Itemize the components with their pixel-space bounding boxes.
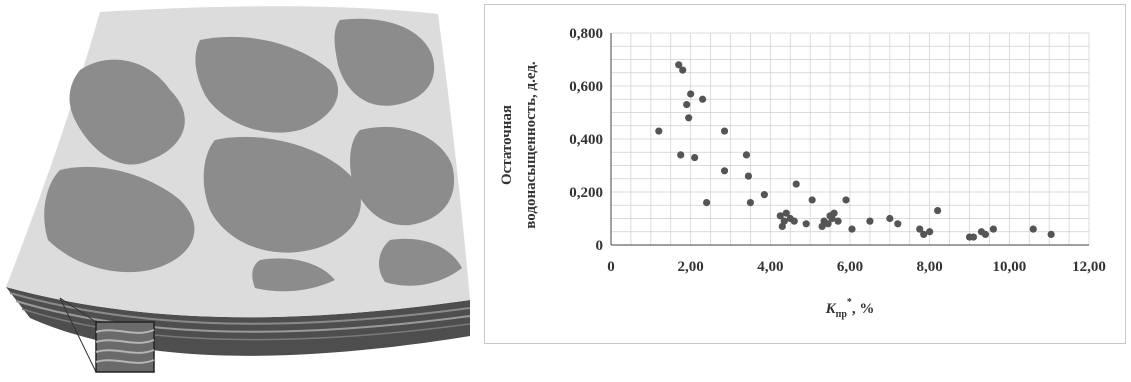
data-point xyxy=(989,225,997,233)
block-side-stripe xyxy=(9,292,470,325)
data-point xyxy=(746,199,755,207)
data-point xyxy=(802,220,810,228)
x-tick-label: 6,00 xyxy=(837,259,863,275)
data-point xyxy=(830,209,838,217)
data-point xyxy=(776,212,784,220)
data-point xyxy=(969,233,978,241)
y-tick-label: 0,400 xyxy=(569,132,603,148)
data-point xyxy=(792,180,800,188)
y-tick-label: 0 xyxy=(596,238,604,254)
x-axis-title: Kпр*, % xyxy=(825,297,875,320)
data-point xyxy=(834,217,842,225)
data-point xyxy=(848,225,856,233)
data-point xyxy=(703,199,711,207)
data-point xyxy=(1029,225,1037,233)
chart-panel: 0 2,00 4,00 6,00 8,00 10,00 12,00 0 0,200 0,400 0,… xyxy=(484,4,1126,344)
y-axis-title-line1: Остаточная xyxy=(499,105,515,185)
y-tick-label: 0,200 xyxy=(569,185,603,201)
data-point xyxy=(894,220,902,228)
data-point xyxy=(677,151,685,159)
x-tick-label: 12,00 xyxy=(1072,259,1106,275)
inset-callout-line xyxy=(59,297,97,373)
x-tick-label: 10,00 xyxy=(992,259,1026,275)
surface-patches xyxy=(44,18,462,292)
data-point xyxy=(782,209,790,217)
data-point xyxy=(866,217,874,225)
data-point xyxy=(981,230,990,238)
data-point xyxy=(916,225,924,233)
data-point xyxy=(691,153,699,162)
data-point xyxy=(760,191,768,199)
data-point xyxy=(790,217,798,225)
data-point xyxy=(679,66,687,74)
y-tick-label: 0,600 xyxy=(569,79,603,95)
x-tick-label: 0 xyxy=(607,259,615,275)
y-axis-title-line2: водонасыщенность, д.ед. xyxy=(523,61,539,229)
data-point xyxy=(886,214,894,223)
y-axis-title-second: водонасыщенность, д.ед. xyxy=(523,61,539,229)
data-point xyxy=(1047,230,1055,238)
data-point xyxy=(934,206,942,215)
data-point xyxy=(824,220,832,228)
x-axis-title-sup: * xyxy=(847,297,852,308)
inset-layer-lines xyxy=(95,329,155,364)
data-point xyxy=(720,167,729,175)
x-axis-title-sub: пр xyxy=(836,309,848,320)
x-axis-title-suffix: , % xyxy=(852,301,875,317)
block-side-stripe xyxy=(15,300,470,333)
data-point xyxy=(685,114,693,122)
data-point xyxy=(926,228,934,236)
data-point xyxy=(683,100,691,109)
inset-box xyxy=(95,321,155,373)
y-axis-title: Остаточная xyxy=(499,105,515,185)
scatter-chart: 0 2,00 4,00 6,00 8,00 10,00 12,00 0 0,200 0,400 0,… xyxy=(499,26,1106,320)
data-point xyxy=(920,230,928,238)
data-point xyxy=(699,95,707,103)
tick-labels: 0 2,00 4,00 6,00 8,00 10,00 12,00 0 0,200 0,400 0,… xyxy=(569,26,1106,275)
inset-callout-line xyxy=(59,297,97,323)
x-tick-label: 8,00 xyxy=(917,259,943,275)
data-point xyxy=(842,196,850,204)
data-point xyxy=(808,196,816,204)
y-tick-label: 0,800 xyxy=(569,26,603,42)
x-tick-label: 2,00 xyxy=(678,259,704,275)
axes xyxy=(610,33,1089,246)
data-points xyxy=(655,61,1055,241)
data-point xyxy=(687,90,695,98)
data-point xyxy=(780,217,788,225)
data-point xyxy=(742,151,751,159)
data-point xyxy=(655,127,663,135)
block-side-stripe xyxy=(21,308,470,341)
data-point xyxy=(720,127,729,135)
data-point xyxy=(675,61,683,69)
reservoir-block-illustration xyxy=(6,6,470,373)
grid xyxy=(610,32,1090,246)
data-point xyxy=(744,172,753,180)
x-tick-label: 4,00 xyxy=(757,259,783,275)
x-axis-title-main: K xyxy=(825,301,837,317)
